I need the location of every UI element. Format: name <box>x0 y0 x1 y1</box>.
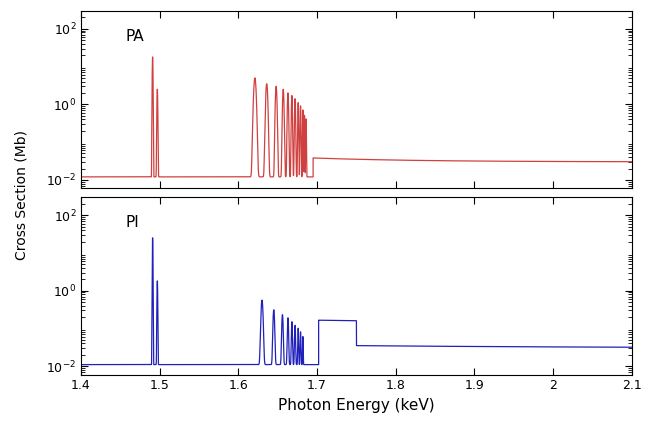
Text: PA: PA <box>125 29 144 44</box>
Text: Cross Section (Mb): Cross Section (Mb) <box>14 130 29 260</box>
X-axis label: Photon Energy (keV): Photon Energy (keV) <box>278 398 435 413</box>
Text: PI: PI <box>125 215 139 230</box>
